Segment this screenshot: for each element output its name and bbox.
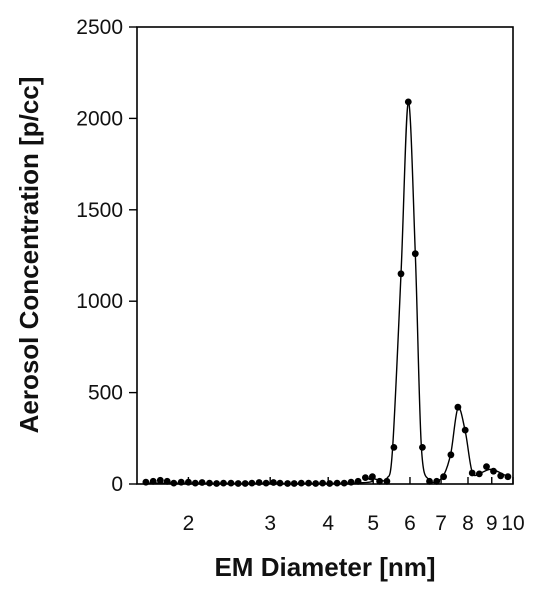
y-tick-label: 500	[88, 382, 123, 405]
data-point	[198, 479, 206, 486]
data-point	[262, 479, 270, 487]
x-tick-label: 5	[367, 512, 379, 535]
data-point	[290, 480, 298, 487]
x-tick-label: 7	[435, 512, 447, 535]
data-point	[326, 480, 334, 487]
data-point	[319, 479, 326, 487]
data-point	[468, 469, 476, 477]
data-point	[497, 472, 505, 480]
data-point	[149, 477, 157, 485]
data-point	[490, 467, 497, 475]
x-tick-label: 6	[404, 512, 416, 535]
data-points	[142, 98, 512, 487]
y-axis-title: Aerosol Concentration [p/cc]	[14, 77, 44, 434]
data-point	[276, 479, 284, 487]
data-point	[333, 479, 341, 487]
data-point	[177, 478, 185, 486]
data-point	[156, 476, 164, 484]
data-point	[347, 478, 355, 486]
data-point	[426, 477, 433, 485]
x-tick-label: 8	[462, 512, 474, 535]
y-tick-label: 1000	[76, 290, 123, 313]
data-point	[312, 480, 320, 487]
x-tick-label: 10	[501, 512, 524, 535]
x-tick-label: 4	[322, 512, 334, 535]
data-point	[163, 477, 171, 485]
data-point	[185, 478, 192, 486]
data-point	[483, 463, 490, 470]
y-tick-label: 2000	[76, 107, 123, 130]
y-tick-label: 2500	[76, 16, 123, 39]
y-tick-label: 0	[111, 473, 123, 496]
fitted-curve	[145, 101, 509, 485]
x-tick-label: 2	[183, 512, 195, 535]
data-point	[213, 480, 221, 487]
data-point	[206, 479, 213, 487]
data-point	[142, 478, 150, 486]
data-point	[447, 451, 455, 459]
data-point	[411, 250, 419, 258]
data-point	[284, 480, 291, 487]
data-point	[397, 270, 405, 278]
data-point	[170, 479, 178, 487]
x-tick-label: 9	[486, 512, 498, 535]
data-point	[419, 444, 426, 451]
data-point	[234, 480, 242, 487]
data-point	[297, 479, 305, 487]
data-point	[191, 479, 199, 487]
data-point	[433, 477, 441, 485]
data-point	[404, 98, 412, 106]
x-axis-title: EM Diameter [nm]	[214, 552, 435, 582]
data-point	[390, 444, 398, 451]
x-tick-label: 3	[264, 512, 276, 535]
x-axis-ticks: 2 3 4 5 6 7 8 9 10	[183, 477, 525, 535]
data-point	[248, 479, 256, 487]
data-point	[241, 480, 249, 487]
data-point	[270, 479, 277, 486]
data-point	[383, 477, 391, 485]
data-point	[220, 479, 227, 487]
data-point	[454, 403, 462, 411]
data-point	[354, 477, 362, 485]
y-axis-ticks: 0 500 1000 1500 2000 2500	[76, 16, 137, 496]
data-point	[504, 473, 512, 481]
data-point	[376, 477, 383, 485]
data-point	[227, 479, 235, 487]
data-point	[475, 470, 483, 478]
data-point	[362, 474, 369, 481]
data-point	[255, 479, 263, 486]
y-tick-label: 1500	[76, 199, 123, 222]
data-point	[440, 473, 447, 481]
data-point	[461, 426, 469, 434]
data-point	[369, 473, 376, 481]
data-point	[305, 479, 312, 487]
data-point	[340, 479, 348, 487]
